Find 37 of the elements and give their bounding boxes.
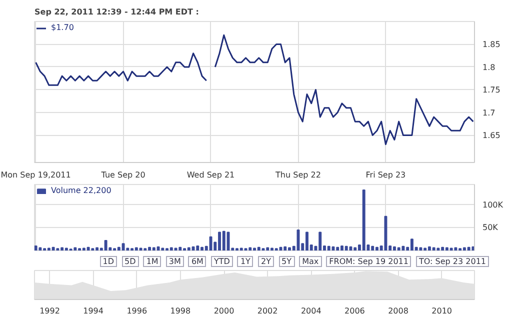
x-tick-label: Fri Sep 23 bbox=[366, 170, 406, 180]
legend-label: Volume 22,200 bbox=[51, 186, 112, 195]
x-tick-label: 2002 bbox=[257, 306, 278, 316]
text: TO: Sep 23 2011 bbox=[416, 256, 489, 267]
x-tick-label: 1994 bbox=[83, 306, 104, 316]
legend-label: $1.70 bbox=[51, 23, 74, 32]
text: Max bbox=[299, 256, 322, 267]
x-tick-label: 2008 bbox=[388, 306, 408, 316]
y-tick-label: 1.7 bbox=[482, 108, 496, 118]
text: 5Y bbox=[278, 256, 295, 267]
y-tick-label: 1.85 bbox=[482, 40, 500, 50]
text: FROM: Sep 19 2011 bbox=[326, 256, 412, 267]
y-tick-label: 1.75 bbox=[482, 86, 500, 95]
x-tick-label: Mon Sep 19,2011 bbox=[0, 170, 71, 180]
x-tick-label: Tue Sep 20 bbox=[100, 170, 146, 180]
x-tick-label: 2006 bbox=[344, 306, 365, 316]
chart-title: Sep 22, 2011 12:39 - 12:44 PM EDT : bbox=[34, 8, 199, 16]
x-tick-label: 1998 bbox=[170, 306, 191, 316]
y-tick-label: 1.8 bbox=[482, 62, 496, 72]
y-tick-label: 100K bbox=[482, 200, 504, 210]
text: YTD bbox=[210, 256, 233, 267]
x-tick-label: Wed Sep 21 bbox=[186, 170, 235, 180]
x-tick-label: 2004 bbox=[300, 306, 322, 316]
y-tick-label: 50K bbox=[482, 223, 499, 232]
x-tick-label: 1992 bbox=[40, 306, 60, 316]
text: 1Y bbox=[237, 256, 254, 267]
text: 6M bbox=[188, 256, 206, 267]
text: 3M bbox=[166, 256, 184, 267]
text: 1D bbox=[100, 256, 117, 267]
text: 2Y bbox=[258, 256, 274, 267]
x-tick-label: 2000 bbox=[214, 306, 234, 316]
text: 1M bbox=[143, 256, 162, 267]
x-tick-label: 2010 bbox=[432, 306, 452, 316]
x-tick-label: Thu Sep 22 bbox=[274, 170, 321, 180]
y-tick-label: 1.65 bbox=[482, 131, 500, 140]
text: 5D bbox=[122, 256, 139, 267]
x-tick-label: 1996 bbox=[126, 306, 148, 316]
